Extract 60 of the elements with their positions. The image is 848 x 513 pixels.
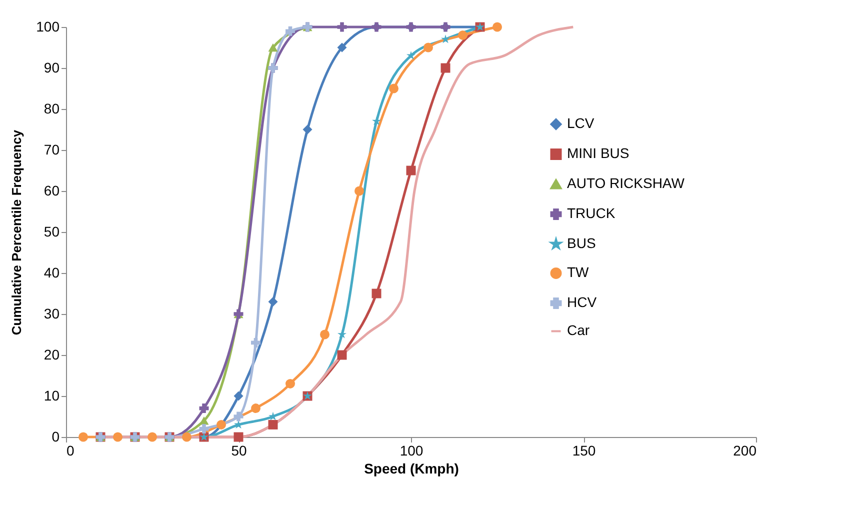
legend-label: BUS (567, 235, 596, 252)
point (78, 432, 88, 442)
y-tick-label: 20 (44, 346, 60, 362)
point (424, 42, 433, 52)
point (268, 43, 278, 52)
y-tick-label: 50 (44, 224, 60, 240)
y-tick-label: 60 (44, 182, 60, 198)
point (406, 166, 416, 176)
legend-label: AUTO RICKSHAW (567, 175, 686, 192)
point (337, 22, 347, 32)
legend-label: MINI BUS (567, 145, 630, 162)
legend-label: HCV (567, 294, 598, 310)
x-tick-label: 150 (572, 442, 596, 458)
point (458, 30, 468, 40)
point (199, 424, 209, 434)
point (251, 338, 260, 348)
x-tick-label: 200 (733, 442, 757, 458)
point (337, 350, 347, 360)
point (302, 124, 312, 134)
point (268, 420, 278, 430)
point (251, 404, 260, 414)
y-tick-label: 80 (44, 100, 60, 116)
point (286, 378, 295, 388)
point (372, 288, 382, 298)
x-tick-label: 0 (66, 442, 74, 458)
point (234, 432, 244, 442)
y-tick-label: 10 (44, 388, 60, 404)
point (286, 26, 295, 36)
point (440, 63, 450, 73)
point (268, 296, 278, 306)
y-axis-title: Cumulative Percentile Frequency (9, 129, 24, 336)
x-tick-label: 100 (400, 442, 424, 458)
x-axis-title: Speed (Kmph) (364, 460, 459, 476)
y-tick-label: 100 (36, 18, 60, 34)
point (182, 432, 192, 442)
point (234, 391, 244, 401)
point (234, 412, 244, 422)
y-tick-label: 90 (44, 60, 60, 76)
point (148, 432, 157, 442)
point (113, 432, 122, 442)
point (440, 34, 450, 44)
legend-label: TRUCK (567, 205, 616, 222)
x-tick-label: 50 (231, 442, 247, 458)
y-tick-label: 40 (44, 264, 60, 280)
point (354, 186, 364, 196)
y-tick-label: 70 (44, 142, 60, 158)
point (320, 330, 330, 340)
point (389, 84, 398, 94)
legend-label: LCV (567, 115, 595, 132)
y-tick-label: 0 (52, 428, 60, 444)
point (337, 42, 347, 52)
point (199, 404, 209, 414)
legend-label: TW (567, 264, 590, 280)
point (372, 116, 382, 126)
point (406, 50, 416, 60)
legend-label: Car (567, 322, 590, 338)
point (492, 22, 502, 32)
y-tick-label: 30 (44, 306, 60, 322)
point (337, 330, 347, 338)
point (216, 420, 226, 430)
